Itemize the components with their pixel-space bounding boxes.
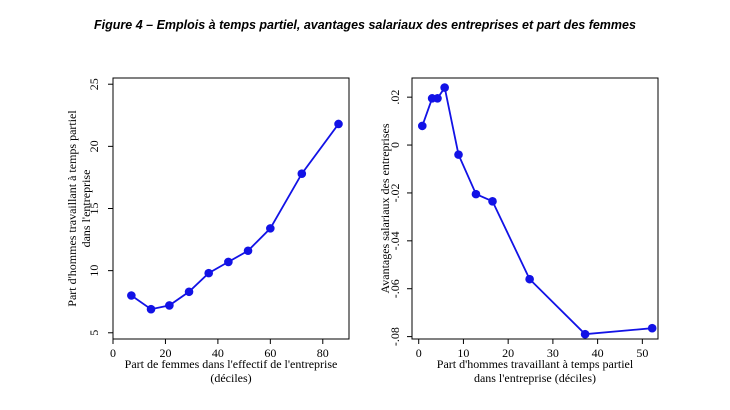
y-tick-label: 25: [87, 78, 101, 90]
y-tick-label: .02: [388, 90, 402, 105]
data-point: [647, 323, 657, 333]
plot-frame: [411, 77, 659, 340]
x-tick-label: 40: [212, 346, 224, 360]
x-tick-label: 60: [264, 346, 276, 360]
y-axis-label: Avantages salariaux des entreprises: [378, 123, 392, 293]
data-point: [471, 189, 481, 199]
x-tick-label: 20: [159, 346, 171, 360]
data-point: [580, 329, 590, 339]
data-point: [165, 301, 174, 310]
x-axis-label: (déciles): [210, 371, 251, 385]
y-tick-label: -.04: [388, 231, 402, 250]
x-axis-label: Part d'hommes travaillant à temps partie…: [437, 357, 634, 371]
x-tick-label: 40: [592, 346, 604, 360]
data-point: [454, 150, 463, 159]
data-point: [297, 169, 307, 178]
data-point: [266, 224, 275, 233]
figure-title: Figure 4 – Emplois à temps partiel, avan…: [94, 18, 636, 32]
y-tick-label: 5: [87, 330, 101, 336]
y-tick-label: -.02: [388, 183, 402, 202]
data-point: [146, 304, 156, 314]
x-tick-label: 20: [502, 346, 514, 360]
data-point: [488, 197, 497, 206]
series-line: [130, 123, 340, 311]
x-axis-label: Part de femmes dans l'effectif de l'entr…: [125, 357, 338, 371]
data-point: [440, 83, 449, 92]
y-tick-label: 0: [388, 142, 402, 148]
data-point: [224, 257, 233, 267]
series-line: [421, 85, 653, 336]
data-point: [184, 287, 194, 297]
y-tick-label: 20: [87, 140, 101, 152]
x-tick-label: 30: [547, 346, 559, 360]
x-tick-label: 50: [636, 346, 648, 360]
data-point: [243, 246, 253, 256]
x-tick-label: 0: [110, 346, 116, 360]
x-axis-label: dans l'entreprise (déciles): [474, 371, 596, 385]
y-axis-label: dans l'entreprise: [79, 170, 93, 248]
y-axis-label: Part d'hommes travaillant à temps partie…: [65, 110, 79, 307]
x-tick-label: 0: [416, 346, 422, 360]
data-point: [204, 268, 214, 278]
data-point: [525, 274, 534, 284]
y-tick-label: 15: [87, 203, 101, 215]
data-point: [433, 94, 442, 103]
y-tick-label: 10: [87, 265, 101, 277]
x-tick-label: 10: [457, 346, 469, 360]
x-tick-label: 80: [317, 346, 329, 360]
y-tick-label: -.06: [388, 279, 402, 298]
data-point: [127, 291, 136, 300]
y-tick-label: -.08: [388, 327, 402, 346]
data-point: [334, 119, 343, 129]
data-point: [417, 121, 427, 131]
